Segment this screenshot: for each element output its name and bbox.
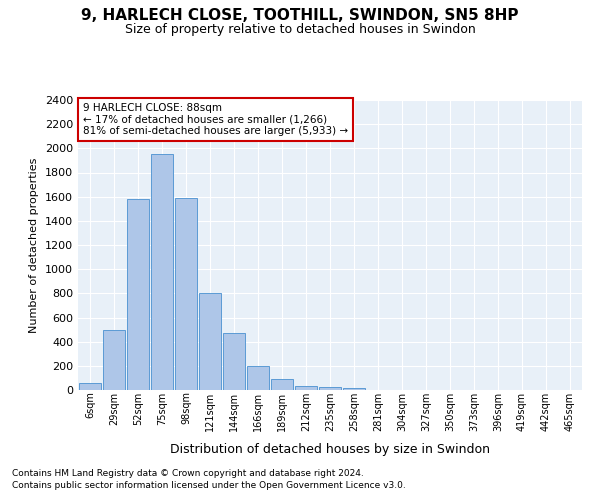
Bar xyxy=(319,386,341,390)
Bar xyxy=(247,366,269,390)
Bar xyxy=(127,199,149,390)
Bar xyxy=(103,330,125,390)
Text: Contains HM Land Registry data © Crown copyright and database right 2024.: Contains HM Land Registry data © Crown c… xyxy=(12,468,364,477)
Bar xyxy=(151,154,173,390)
Text: Size of property relative to detached houses in Swindon: Size of property relative to detached ho… xyxy=(125,22,475,36)
Text: 9, HARLECH CLOSE, TOOTHILL, SWINDON, SN5 8HP: 9, HARLECH CLOSE, TOOTHILL, SWINDON, SN5… xyxy=(81,8,519,22)
Bar xyxy=(343,388,365,390)
Bar xyxy=(79,383,101,390)
Bar xyxy=(223,332,245,390)
Bar xyxy=(271,379,293,390)
Text: Contains public sector information licensed under the Open Government Licence v3: Contains public sector information licen… xyxy=(12,481,406,490)
Text: Distribution of detached houses by size in Swindon: Distribution of detached houses by size … xyxy=(170,442,490,456)
Text: 9 HARLECH CLOSE: 88sqm
← 17% of detached houses are smaller (1,266)
81% of semi-: 9 HARLECH CLOSE: 88sqm ← 17% of detached… xyxy=(83,103,348,136)
Y-axis label: Number of detached properties: Number of detached properties xyxy=(29,158,40,332)
Bar xyxy=(175,198,197,390)
Bar xyxy=(295,386,317,390)
Bar xyxy=(199,294,221,390)
